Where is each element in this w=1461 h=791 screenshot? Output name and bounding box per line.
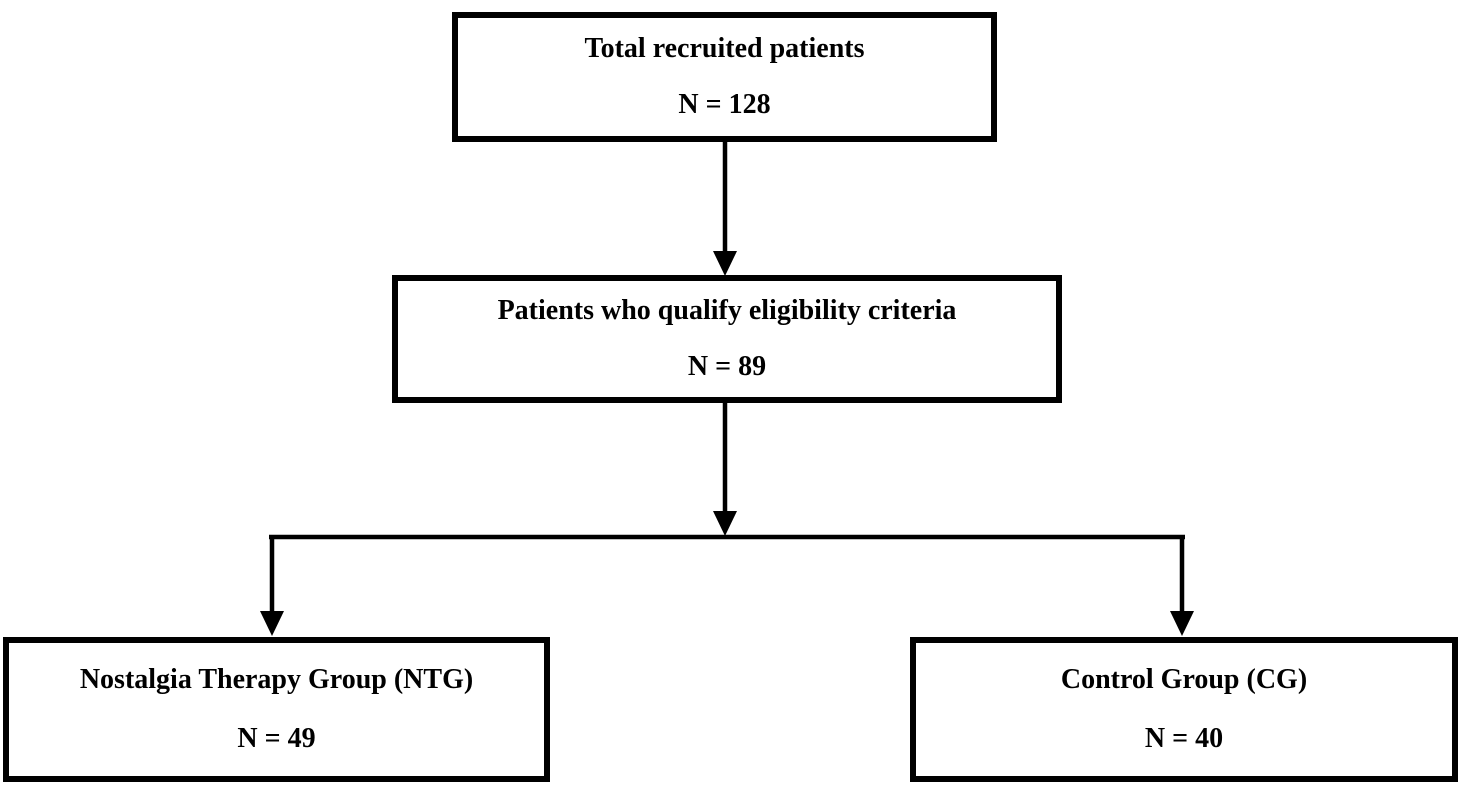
arrow-branch-to-cg-head bbox=[1170, 611, 1194, 636]
node-nostalgia-therapy-group: Nostalgia Therapy Group (NTG) N = 49 bbox=[3, 637, 550, 782]
node-count: N = 128 bbox=[678, 89, 771, 120]
node-total-recruited: Total recruited patients N = 128 bbox=[452, 12, 997, 142]
node-count: N = 89 bbox=[687, 351, 767, 382]
arrow-eligible-to-branch-head bbox=[713, 511, 737, 536]
node-count: N = 49 bbox=[237, 722, 316, 754]
node-control-group: Control Group (CG) N = 40 bbox=[910, 637, 1458, 782]
arrow-total-to-eligible-head bbox=[713, 251, 737, 276]
node-label: Patients who qualify eligibility criteri… bbox=[497, 294, 957, 326]
node-label: Total recruited patients bbox=[584, 32, 865, 64]
node-eligibility-criteria: Patients who qualify eligibility criteri… bbox=[392, 275, 1062, 403]
arrow-branch-to-ntg-head bbox=[260, 611, 284, 636]
node-count: N = 40 bbox=[1144, 722, 1224, 754]
node-label: Control Group (CG) bbox=[1060, 664, 1308, 696]
node-label: Nostalgia Therapy Group (NTG) bbox=[79, 664, 474, 696]
